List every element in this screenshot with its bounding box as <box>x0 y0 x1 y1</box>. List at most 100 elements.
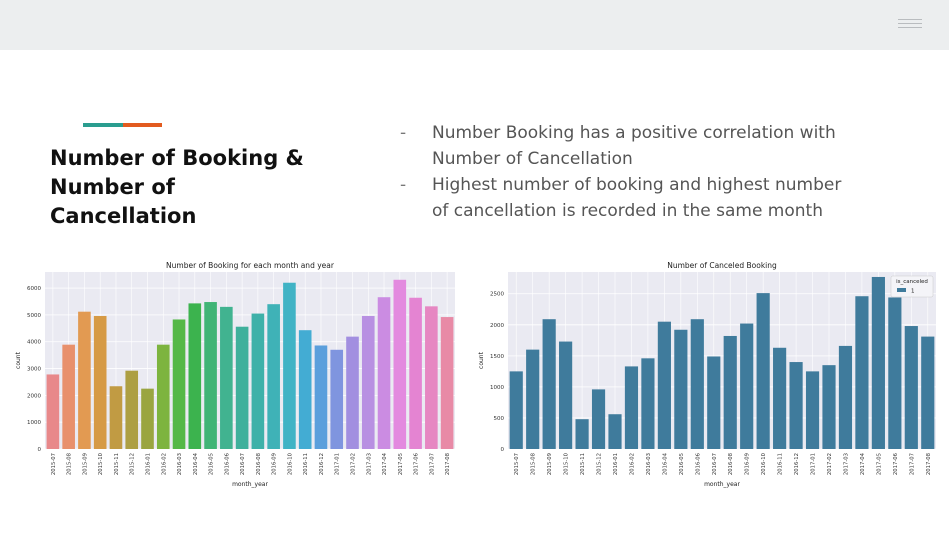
y-axis-label: count <box>15 351 22 369</box>
x-tick-label: 2015-11 <box>580 453 586 475</box>
chart-title: Number of Booking for each month and yea… <box>166 261 335 270</box>
bar <box>756 293 770 449</box>
bar <box>314 345 328 449</box>
x-tick-label: 2015-11 <box>114 453 120 475</box>
x-tick-label: 2017-05 <box>876 453 882 475</box>
bar <box>526 349 540 449</box>
bar <box>871 276 885 449</box>
bar <box>608 414 622 449</box>
bar <box>220 306 233 449</box>
x-tick-label: 2016-06 <box>224 452 230 475</box>
bar <box>723 335 737 449</box>
bar <box>805 371 820 449</box>
bookings-chart: Number of Booking for each month and yea… <box>15 261 455 488</box>
bar <box>707 356 721 449</box>
bar <box>624 366 639 449</box>
x-tick-label: 2015-12 <box>130 453 136 475</box>
bar <box>346 336 359 449</box>
x-tick-label: 2016-02 <box>629 453 635 475</box>
canceled-chart: Number of Canceled Booking 0 500 1000 1500 20… <box>478 261 936 488</box>
x-tick-label: 2016-10 <box>287 452 293 475</box>
bar <box>188 303 202 449</box>
bar <box>740 323 754 449</box>
legend-title: is_canceled <box>896 279 928 285</box>
bar <box>575 419 589 449</box>
y-tick-label: 0 <box>38 447 42 453</box>
y-axis-label: count <box>478 351 485 369</box>
x-tick-label: 2017-06 <box>414 452 420 475</box>
x-tick-label: 2016-04 <box>662 452 668 475</box>
accent-line-orange <box>123 123 162 127</box>
x-tick-label: 2016-08 <box>256 452 262 475</box>
bar <box>409 297 422 449</box>
y-tick-label: 3000 <box>27 367 41 373</box>
x-tick-label: 2016-05 <box>209 453 215 475</box>
x-tick-label: 2016-07 <box>712 453 718 475</box>
bar <box>283 282 296 449</box>
y-tick-label: 2000 <box>27 393 41 399</box>
x-tick-label: 2017-03 <box>843 453 849 475</box>
x-tick-label: 2016-03 <box>646 453 652 475</box>
x-tick-label: 2017-01 <box>335 453 341 475</box>
bullet-dash: - <box>400 175 407 195</box>
bar <box>172 319 186 449</box>
y-tick-label: 1000 <box>490 385 504 391</box>
bar <box>109 386 123 449</box>
x-tick-label: 2015-12 <box>597 453 603 475</box>
x-tick-label: 2017-08 <box>926 452 932 475</box>
bar <box>591 389 606 449</box>
y-tick-label: 4000 <box>27 340 41 346</box>
bar <box>921 336 935 449</box>
x-tick-label: 2017-02 <box>351 453 357 475</box>
bar <box>542 319 556 449</box>
y-tick-label: 1000 <box>27 420 41 426</box>
bar <box>251 313 265 449</box>
bar <box>141 388 154 449</box>
bar <box>822 365 836 449</box>
x-tick-label: 2017-08 <box>445 452 451 475</box>
bar <box>330 349 344 449</box>
bar <box>125 370 139 449</box>
x-tick-label: 2016-12 <box>794 453 800 475</box>
hamburger-icon[interactable] <box>898 19 922 29</box>
bar <box>377 297 391 449</box>
x-tick-label: 2015-10 <box>564 452 570 475</box>
x-tick-label: 2017-03 <box>366 453 372 475</box>
x-tick-label: 2017-01 <box>811 453 817 475</box>
x-tick-label: 2017-05 <box>398 453 404 475</box>
legend-swatch <box>897 288 906 292</box>
x-tick-label: 2017-04 <box>382 452 388 475</box>
bar <box>838 345 853 449</box>
bar <box>440 317 454 449</box>
x-tick-label: 2015-09 <box>82 453 88 475</box>
bullet-dash: - <box>400 123 407 143</box>
y-tick-label: 5000 <box>27 313 41 319</box>
y-tick-label: 500 <box>494 416 505 422</box>
bar <box>888 297 902 449</box>
x-tick-label: 2017-06 <box>893 452 899 475</box>
x-tick-label: 2016-03 <box>177 453 183 475</box>
bar <box>93 315 107 449</box>
bar <box>904 326 918 449</box>
x-tick-label: 2016-06 <box>695 452 701 475</box>
bar <box>674 329 688 449</box>
y-tick-label: 6000 <box>27 286 41 292</box>
y-tick-label: 2000 <box>490 323 504 329</box>
x-tick-label: 2016-09 <box>745 453 751 475</box>
x-tick-label: 2016-08 <box>728 452 734 475</box>
x-tick-label: 2015-07 <box>51 453 57 475</box>
x-axis-label: month_year <box>704 481 740 488</box>
bar <box>46 374 60 449</box>
bullet-text: Highest number of booking and highest nu… <box>432 175 842 221</box>
x-tick-label: 2017-04 <box>860 452 866 475</box>
x-tick-label: 2017-07 <box>429 453 435 475</box>
bar <box>559 341 573 449</box>
x-tick-label: 2015-08 <box>67 452 73 475</box>
x-tick-label: 2016-12 <box>319 453 325 475</box>
bar <box>690 319 704 449</box>
x-tick-label: 2017-02 <box>827 453 833 475</box>
x-tick-label: 2016-04 <box>193 452 199 475</box>
bar <box>773 347 787 449</box>
bar <box>425 306 438 449</box>
x-tick-label: 2016-11 <box>303 453 309 475</box>
